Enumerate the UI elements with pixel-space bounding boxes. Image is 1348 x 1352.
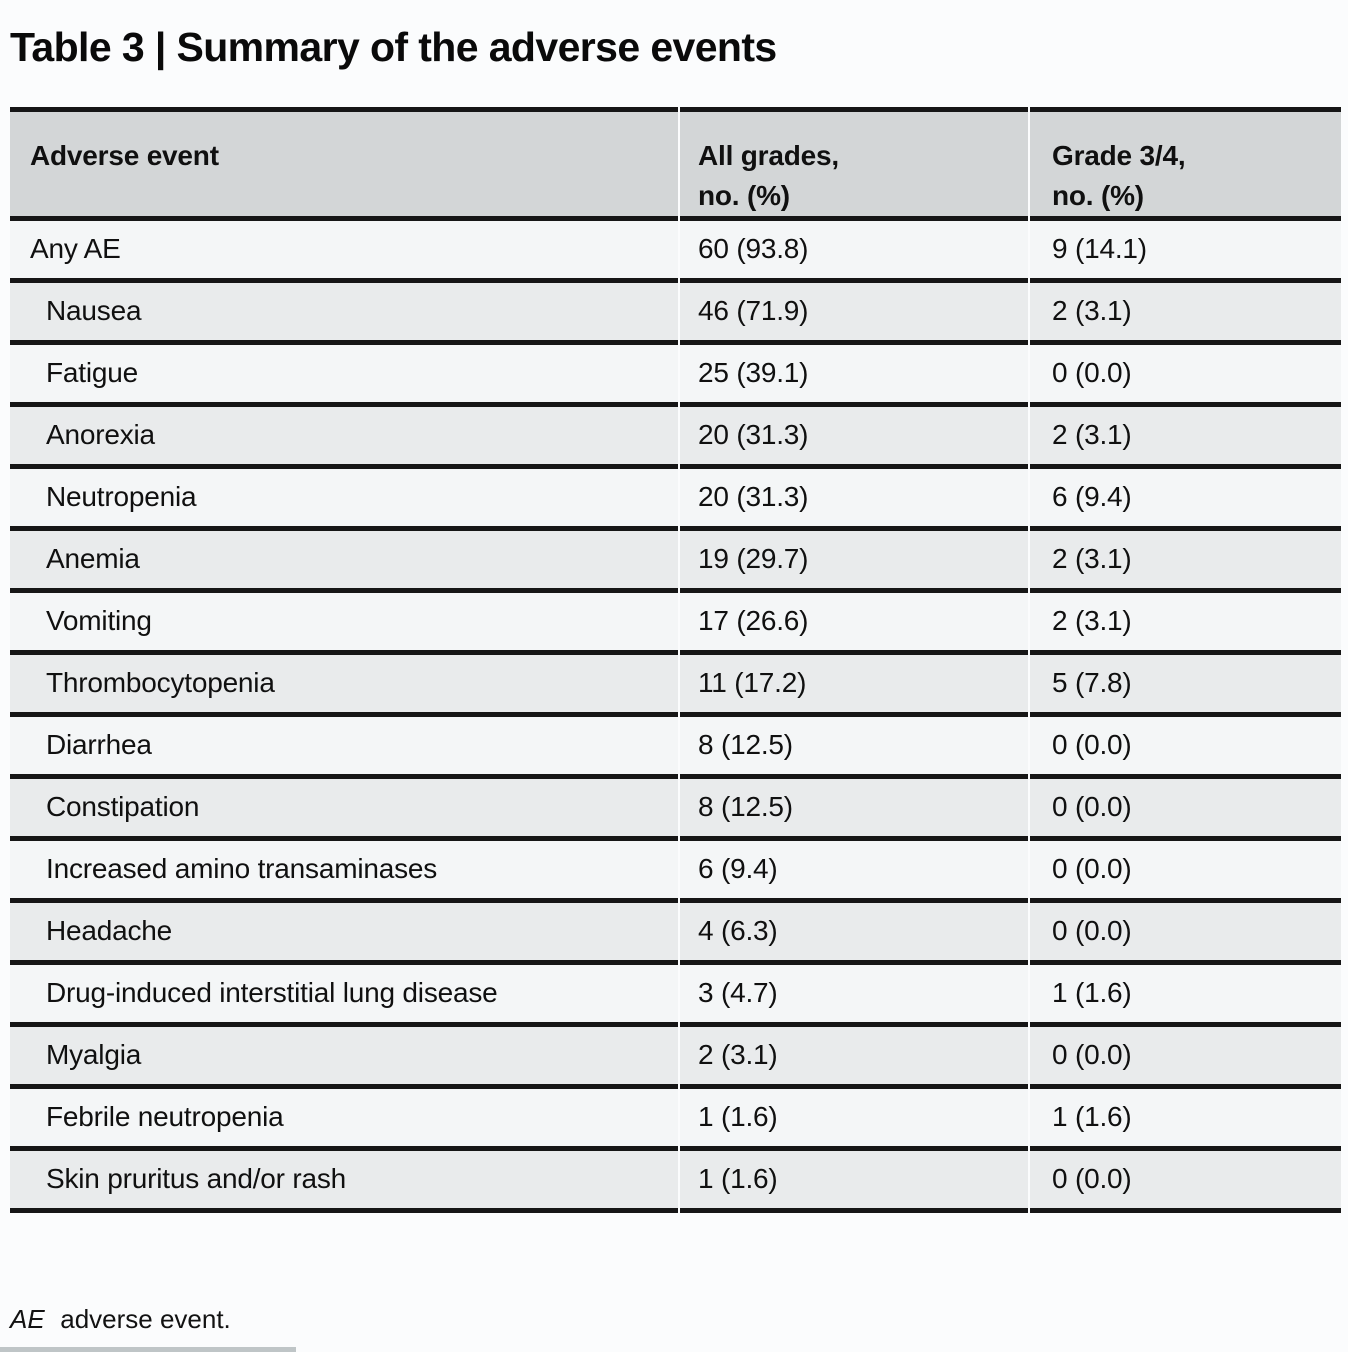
grade-3-4-cell: 2 (3.1) (1030, 282, 1341, 345)
all-grades-cell: 25 (39.1) (680, 344, 1028, 407)
table-row: Vomiting 17 (26.6) 2 (3.1) (10, 592, 1341, 655)
header-all-grades: All grades, no. (%) (680, 107, 1028, 221)
all-grades-cell: 1 (1.6) (680, 1088, 1028, 1151)
grade-3-4-cell: 1 (1.6) (1030, 964, 1341, 1027)
header-grade-3-4: Grade 3/4, no. (%) (1030, 107, 1341, 221)
event-cell: Febrile neutropenia (10, 1088, 678, 1151)
grade-3-4-cell: 0 (0.0) (1030, 902, 1341, 965)
event-cell: Headache (10, 902, 678, 965)
grade-3-4-cell: 0 (0.0) (1030, 344, 1341, 407)
table-row: Thrombocytopenia 11 (17.2) 5 (7.8) (10, 654, 1341, 717)
event-cell: Anorexia (10, 406, 678, 469)
table-row: Drug-induced interstitial lung disease 3 … (10, 964, 1341, 1027)
grade-3-4-cell: 1 (1.6) (1030, 1088, 1341, 1151)
all-grades-cell: 2 (3.1) (680, 1026, 1028, 1089)
grade-3-4-cell: 5 (7.8) (1030, 654, 1341, 717)
table-row: Constipation 8 (12.5) 0 (0.0) (10, 778, 1341, 841)
header-row: Adverse event All grades, no. (%) Grade … (10, 107, 1341, 221)
table-row: Any AE 60 (93.8) 9 (14.1) (10, 220, 1341, 283)
table-body: Any AE 60 (93.8) 9 (14.1) Nausea 46 (71.9) 2 … (10, 220, 1341, 1213)
event-cell: Diarrhea (10, 716, 678, 779)
table-row: Nausea 46 (71.9) 2 (3.1) (10, 282, 1341, 345)
header-all-grades-line1: All grades, (698, 140, 839, 171)
all-grades-cell: 60 (93.8) (680, 220, 1028, 283)
adverse-events-table: Adverse event All grades, no. (%) Grade … (8, 107, 1343, 1213)
header-grade-3-4-line2: no. (%) (1052, 179, 1144, 211)
grade-3-4-cell: 0 (0.0) (1030, 840, 1341, 903)
grade-3-4-cell: 0 (0.0) (1030, 1150, 1341, 1213)
event-cell: Neutropenia (10, 468, 678, 531)
event-cell: Skin pruritus and/or rash (10, 1150, 678, 1213)
grade-3-4-cell: 2 (3.1) (1030, 592, 1341, 655)
header-adverse-event-label: Adverse event (30, 140, 219, 171)
cropped-content-artifact (0, 1347, 296, 1352)
table-row: Febrile neutropenia 1 (1.6) 1 (1.6) (10, 1088, 1341, 1151)
all-grades-cell: 20 (31.3) (680, 468, 1028, 531)
table-row: Anemia 19 (29.7) 2 (3.1) (10, 530, 1341, 593)
grade-3-4-cell: 6 (9.4) (1030, 468, 1341, 531)
grade-3-4-cell: 0 (0.0) (1030, 778, 1341, 841)
grade-3-4-cell: 2 (3.1) (1030, 406, 1341, 469)
all-grades-cell: 8 (12.5) (680, 716, 1028, 779)
event-cell: Any AE (10, 220, 678, 283)
event-cell: Myalgia (10, 1026, 678, 1089)
table-row: Increased amino transaminases 6 (9.4) 0 (0… (10, 840, 1341, 903)
table-header: Adverse event All grades, no. (%) Grade … (10, 107, 1341, 221)
table-row: Anorexia 20 (31.3) 2 (3.1) (10, 406, 1341, 469)
all-grades-cell: 19 (29.7) (680, 530, 1028, 593)
table-row: Headache 4 (6.3) 0 (0.0) (10, 902, 1341, 965)
header-adverse-event: Adverse event (10, 107, 678, 221)
event-cell: Nausea (10, 282, 678, 345)
all-grades-cell: 46 (71.9) (680, 282, 1028, 345)
grade-3-4-cell: 9 (14.1) (1030, 220, 1341, 283)
event-cell: Constipation (10, 778, 678, 841)
event-cell: Increased amino transaminases (10, 840, 678, 903)
all-grades-cell: 6 (9.4) (680, 840, 1028, 903)
table-row: Neutropenia 20 (31.3) 6 (9.4) (10, 468, 1341, 531)
event-cell: Thrombocytopenia (10, 654, 678, 717)
all-grades-cell: 1 (1.6) (680, 1150, 1028, 1213)
event-cell: Anemia (10, 530, 678, 593)
footnote-definition: adverse event. (60, 1304, 231, 1334)
footnote: AE adverse event. (10, 1304, 231, 1335)
header-grade-3-4-line1: Grade 3/4, (1052, 140, 1186, 171)
event-cell: Vomiting (10, 592, 678, 655)
all-grades-cell: 3 (4.7) (680, 964, 1028, 1027)
table-row: Myalgia 2 (3.1) 0 (0.0) (10, 1026, 1341, 1089)
grade-3-4-cell: 0 (0.0) (1030, 716, 1341, 779)
all-grades-cell: 4 (6.3) (680, 902, 1028, 965)
all-grades-cell: 11 (17.2) (680, 654, 1028, 717)
table-row: Skin pruritus and/or rash 1 (1.6) 0 (0.0) (10, 1150, 1341, 1213)
all-grades-cell: 8 (12.5) (680, 778, 1028, 841)
footnote-abbreviation: AE (10, 1304, 45, 1334)
event-cell: Drug-induced interstitial lung disease (10, 964, 678, 1027)
all-grades-cell: 17 (26.6) (680, 592, 1028, 655)
table-row: Diarrhea 8 (12.5) 0 (0.0) (10, 716, 1341, 779)
header-all-grades-line2: no. (%) (698, 179, 790, 211)
grade-3-4-cell: 0 (0.0) (1030, 1026, 1341, 1089)
event-cell: Fatigue (10, 344, 678, 407)
all-grades-cell: 20 (31.3) (680, 406, 1028, 469)
table-row: Fatigue 25 (39.1) 0 (0.0) (10, 344, 1341, 407)
table-title: Table 3 | Summary of the adverse events (10, 24, 777, 70)
grade-3-4-cell: 2 (3.1) (1030, 530, 1341, 593)
